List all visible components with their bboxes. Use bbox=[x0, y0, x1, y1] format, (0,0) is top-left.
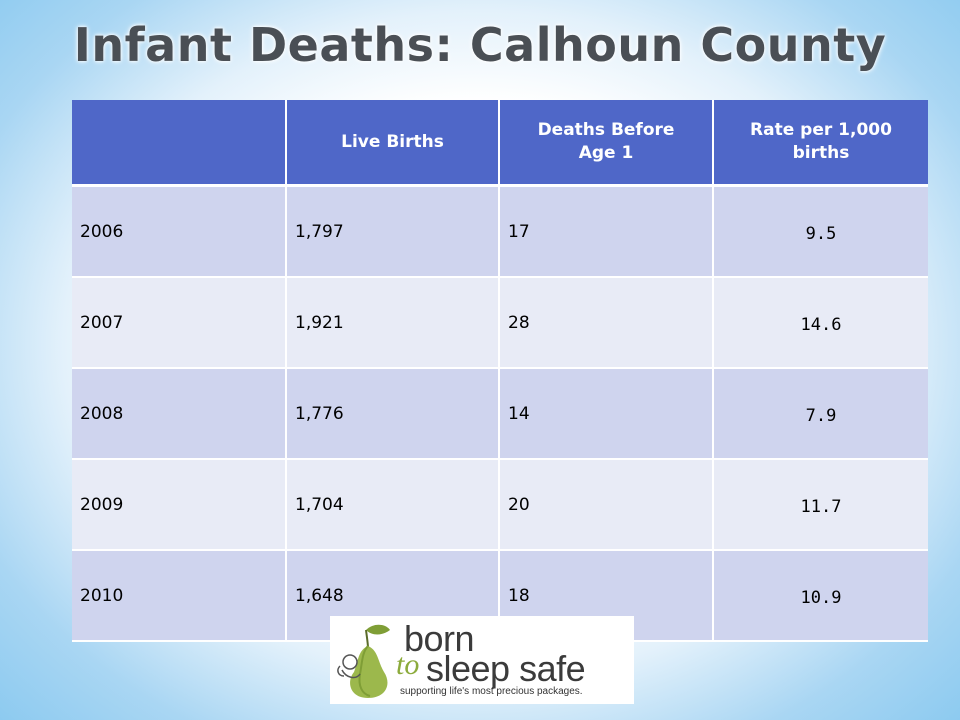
cell-year: 2009 bbox=[72, 459, 287, 551]
infant-deaths-table: Live Births Deaths Before Age 1 Rate per… bbox=[72, 100, 928, 642]
header-year bbox=[72, 100, 287, 186]
logo-tagline: supporting life's most precious packages… bbox=[400, 686, 583, 697]
cell-year: 2007 bbox=[72, 277, 287, 369]
cell-rate: 9.5 bbox=[713, 185, 928, 278]
header-deaths-before-age-1: Deaths Before Age 1 bbox=[499, 100, 714, 186]
cell-live-births: 1,776 bbox=[286, 368, 500, 460]
cell-rate: 10.9 bbox=[713, 550, 928, 642]
table-row: 2008 1,776 14 7.9 bbox=[72, 368, 928, 460]
cell-rate: 14.6 bbox=[713, 277, 928, 369]
logo-text-born: born bbox=[404, 618, 475, 659]
cell-live-births: 1,921 bbox=[286, 277, 500, 369]
cell-deaths: 17 bbox=[499, 185, 714, 278]
table-row: 2007 1,921 28 14.6 bbox=[72, 277, 928, 369]
cell-live-births: 1,797 bbox=[286, 185, 500, 278]
cell-year: 2010 bbox=[72, 550, 287, 642]
header-rate-per-1000: Rate per 1,000 births bbox=[713, 100, 928, 186]
cell-deaths: 28 bbox=[499, 277, 714, 369]
logo-text-to: to bbox=[396, 648, 420, 681]
slide-title: Infant Deaths: Calhoun County bbox=[73, 18, 887, 72]
table-row: 2006 1,797 17 9.5 bbox=[72, 185, 928, 278]
cell-deaths: 14 bbox=[499, 368, 714, 460]
table-row: 2009 1,704 20 11.7 bbox=[72, 459, 928, 551]
cell-live-births: 1,704 bbox=[286, 459, 500, 551]
cell-year: 2008 bbox=[72, 368, 287, 460]
pear-baby-icon bbox=[337, 624, 390, 698]
table-header-row: Live Births Deaths Before Age 1 Rate per… bbox=[72, 100, 928, 186]
cell-rate: 11.7 bbox=[713, 459, 928, 551]
header-live-births: Live Births bbox=[286, 100, 500, 186]
cell-year: 2006 bbox=[72, 185, 287, 278]
born-to-sleep-safe-logo: born to sleep safe supporting life's mos… bbox=[330, 616, 634, 704]
cell-deaths: 20 bbox=[499, 459, 714, 551]
logo-text-sleep-safe: sleep safe bbox=[426, 648, 586, 689]
cell-rate: 7.9 bbox=[713, 368, 928, 460]
